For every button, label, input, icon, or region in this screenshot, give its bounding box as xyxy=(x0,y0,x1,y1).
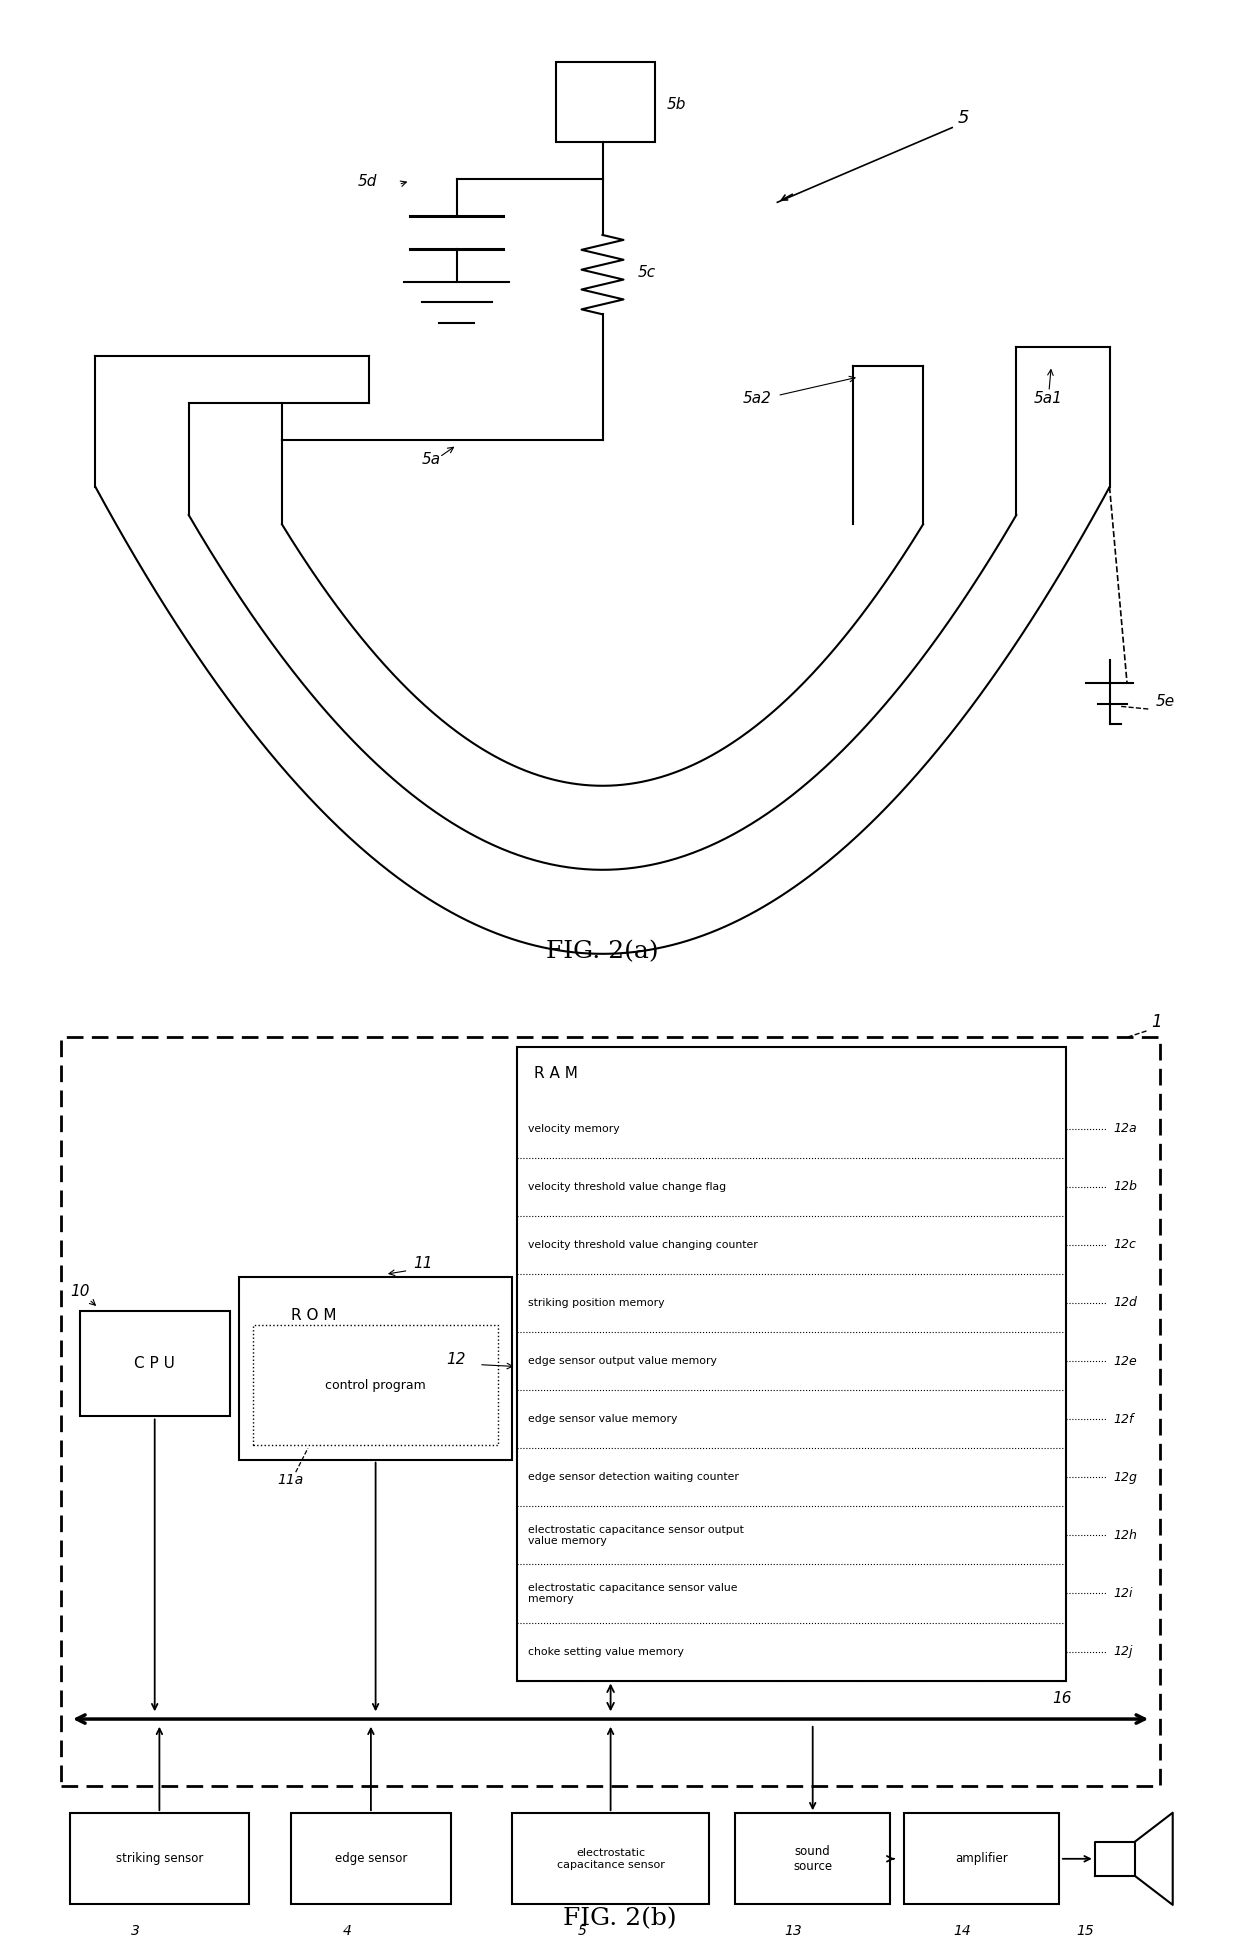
Bar xyxy=(735,1813,890,1904)
Bar xyxy=(291,1813,451,1904)
Text: choke setting value memory: choke setting value memory xyxy=(528,1647,683,1657)
Bar xyxy=(517,1046,1066,1680)
Text: 1: 1 xyxy=(1151,1013,1162,1031)
Text: 16: 16 xyxy=(1053,1690,1071,1706)
Text: R O M: R O M xyxy=(291,1309,336,1323)
Text: 5a: 5a xyxy=(422,451,441,467)
Text: 12i: 12i xyxy=(1114,1587,1133,1601)
Text: edge sensor value memory: edge sensor value memory xyxy=(528,1414,677,1424)
Text: 5e: 5e xyxy=(1156,694,1176,710)
Text: 10: 10 xyxy=(71,1284,89,1299)
Text: electrostatic capacitance sensor value
memory: electrostatic capacitance sensor value m… xyxy=(528,1583,738,1605)
Text: velocity threshold value changing counter: velocity threshold value changing counte… xyxy=(528,1239,758,1251)
Text: 11a: 11a xyxy=(277,1472,303,1486)
Text: edge sensor: edge sensor xyxy=(335,1852,407,1865)
Bar xyxy=(556,62,655,142)
Text: 5b: 5b xyxy=(667,97,686,113)
Text: 12j: 12j xyxy=(1114,1645,1133,1657)
Text: 12f: 12f xyxy=(1114,1412,1133,1426)
Text: 15: 15 xyxy=(1076,1924,1094,1937)
Polygon shape xyxy=(1095,1842,1135,1877)
Text: amplifier: amplifier xyxy=(956,1852,1008,1865)
Text: FIG. 2(a): FIG. 2(a) xyxy=(546,941,658,963)
Text: velocity memory: velocity memory xyxy=(528,1124,620,1134)
Text: 12d: 12d xyxy=(1114,1297,1137,1309)
Text: control program: control program xyxy=(325,1379,427,1393)
Text: velocity threshold value change flag: velocity threshold value change flag xyxy=(528,1183,725,1192)
Text: edge sensor detection waiting counter: edge sensor detection waiting counter xyxy=(528,1472,739,1482)
Text: 12: 12 xyxy=(446,1352,465,1367)
Text: 3: 3 xyxy=(131,1924,140,1937)
Polygon shape xyxy=(1135,1813,1173,1904)
Text: electrostatic capacitance sensor output
value memory: electrostatic capacitance sensor output … xyxy=(528,1525,744,1546)
Text: edge sensor output value memory: edge sensor output value memory xyxy=(528,1356,717,1365)
Text: 5a2: 5a2 xyxy=(743,391,771,407)
Text: 12g: 12g xyxy=(1114,1470,1137,1484)
Bar xyxy=(239,1278,512,1459)
Bar xyxy=(79,1311,229,1416)
Text: 12c: 12c xyxy=(1114,1239,1136,1251)
Text: 13: 13 xyxy=(785,1924,802,1937)
Text: 11: 11 xyxy=(413,1256,433,1270)
Text: electrostatic
capacitance sensor: electrostatic capacitance sensor xyxy=(557,1848,665,1869)
Text: striking position memory: striking position memory xyxy=(528,1297,665,1307)
Text: 12h: 12h xyxy=(1114,1529,1137,1542)
Bar xyxy=(61,1037,1161,1786)
Text: FIG. 2(b): FIG. 2(b) xyxy=(563,1908,677,1931)
Text: 12b: 12b xyxy=(1114,1181,1137,1192)
Text: C P U: C P U xyxy=(134,1356,175,1371)
Text: 12a: 12a xyxy=(1114,1122,1137,1136)
Text: 5c: 5c xyxy=(637,265,656,280)
Text: striking sensor: striking sensor xyxy=(115,1852,203,1865)
Text: R A M: R A M xyxy=(533,1066,578,1081)
Text: 5: 5 xyxy=(578,1924,587,1937)
Text: 14: 14 xyxy=(954,1924,971,1937)
Text: sound
source: sound source xyxy=(794,1844,832,1873)
Bar xyxy=(904,1813,1059,1904)
Bar xyxy=(253,1325,497,1445)
Text: 5d: 5d xyxy=(358,175,377,189)
Text: 5a1: 5a1 xyxy=(1034,391,1063,407)
Text: 5: 5 xyxy=(959,109,970,126)
Bar xyxy=(71,1813,249,1904)
Text: 4: 4 xyxy=(342,1924,352,1937)
Bar xyxy=(512,1813,709,1904)
Text: 12e: 12e xyxy=(1114,1354,1137,1367)
